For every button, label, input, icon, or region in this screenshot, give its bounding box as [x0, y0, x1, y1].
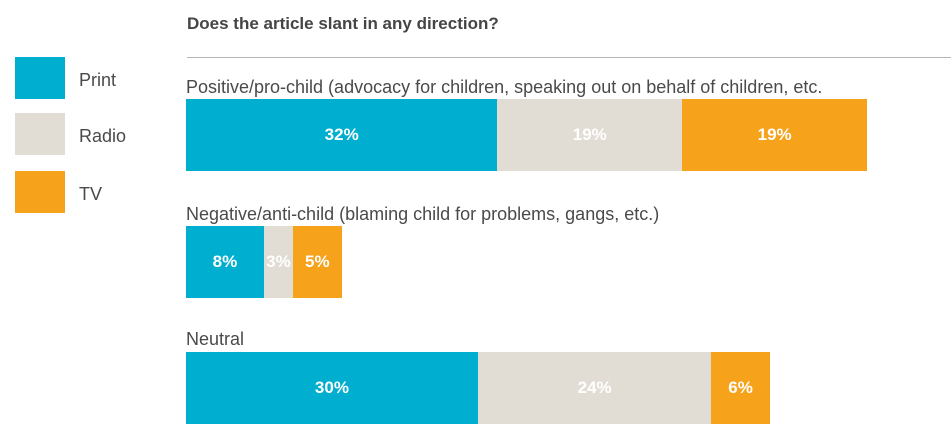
bar-segment-tv: 6%	[711, 352, 770, 424]
bar-segment-print: 30%	[186, 352, 478, 424]
category-label: Neutral	[186, 329, 245, 349]
legend-label-radio: Radio	[79, 126, 127, 146]
category-label: Negative/anti-child (blaming child for p…	[186, 204, 660, 224]
bar-segment-tv: 5%	[293, 226, 342, 298]
bar-segment-radio: 19%	[497, 99, 683, 171]
legend-label-tv: TV	[79, 184, 103, 204]
legend-swatch-radio	[15, 113, 65, 155]
legend-swatch-tv	[15, 171, 65, 213]
bar-segment-radio: 3%	[263, 226, 294, 298]
bar-segment-print: 32%	[186, 99, 498, 171]
category-label: Positive/pro-child (advocacy for childre…	[186, 77, 823, 97]
legend-swatch-print	[15, 57, 65, 99]
chart-title: Does the article slant in any direction?	[187, 14, 499, 33]
bar-segment-radio: 24%	[477, 352, 712, 424]
bar-segment-tv: 19%	[682, 99, 868, 171]
bar-segment-print: 8%	[186, 226, 264, 298]
title-divider	[187, 57, 951, 58]
legend-label-print: Print	[79, 70, 117, 90]
